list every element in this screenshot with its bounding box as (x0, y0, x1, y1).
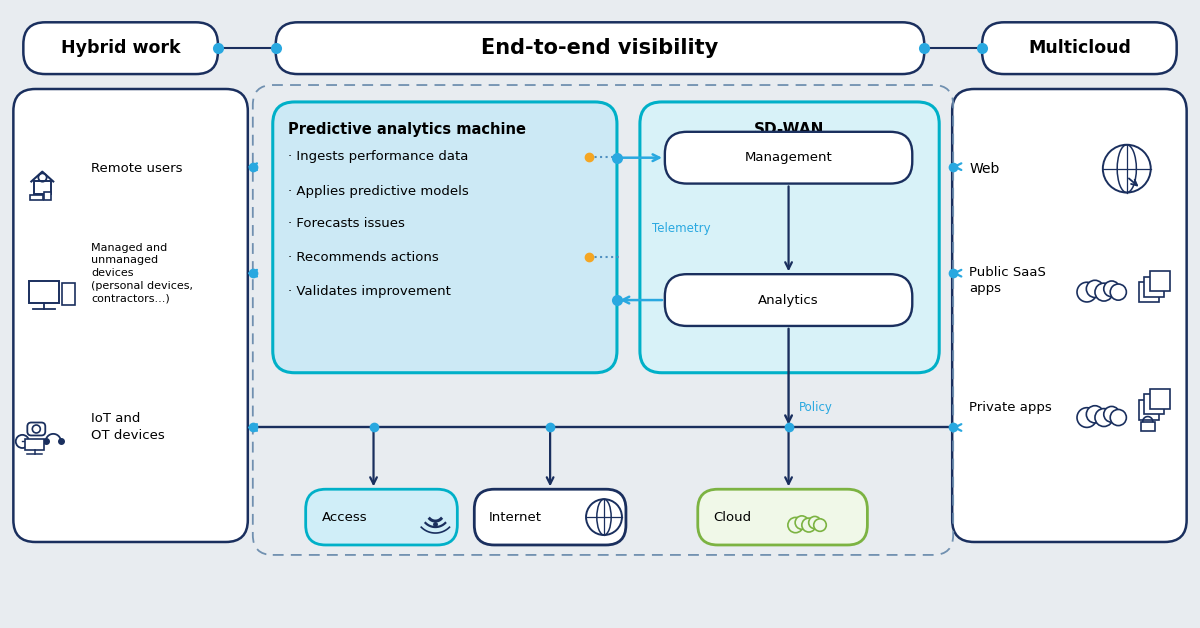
Text: Policy: Policy (798, 401, 833, 414)
Text: End-to-end visibility: End-to-end visibility (481, 38, 719, 58)
FancyBboxPatch shape (13, 89, 248, 542)
Text: Hybrid work: Hybrid work (61, 39, 180, 57)
FancyBboxPatch shape (29, 281, 59, 303)
FancyBboxPatch shape (982, 23, 1177, 74)
Text: SD-WAN: SD-WAN (755, 122, 824, 137)
Text: Private apps: Private apps (970, 401, 1052, 414)
Circle shape (1086, 406, 1104, 423)
FancyBboxPatch shape (1150, 271, 1170, 291)
FancyBboxPatch shape (1139, 399, 1159, 420)
Circle shape (814, 519, 827, 531)
FancyBboxPatch shape (665, 132, 912, 183)
Circle shape (1094, 283, 1112, 301)
FancyBboxPatch shape (34, 181, 52, 193)
FancyBboxPatch shape (697, 489, 868, 545)
FancyBboxPatch shape (1145, 277, 1164, 296)
FancyBboxPatch shape (665, 274, 912, 326)
FancyBboxPatch shape (1150, 389, 1170, 409)
Circle shape (1110, 409, 1127, 426)
Text: · Applies predictive models: · Applies predictive models (288, 185, 468, 198)
Text: · Recommends actions: · Recommends actions (288, 251, 438, 264)
FancyBboxPatch shape (306, 489, 457, 545)
FancyBboxPatch shape (23, 23, 218, 74)
Circle shape (802, 518, 816, 532)
Text: Multicloud: Multicloud (1028, 39, 1130, 57)
FancyBboxPatch shape (474, 489, 626, 545)
Circle shape (1110, 284, 1127, 300)
FancyBboxPatch shape (1141, 421, 1154, 431)
FancyBboxPatch shape (1139, 282, 1159, 302)
Text: Cloud: Cloud (714, 511, 752, 524)
FancyBboxPatch shape (272, 102, 617, 373)
Text: Internet: Internet (488, 511, 541, 524)
Text: Remote users: Remote users (91, 162, 182, 175)
Text: Access: Access (322, 511, 367, 524)
FancyBboxPatch shape (62, 283, 76, 305)
Text: Management: Management (745, 151, 833, 164)
Text: IoT and
OT devices: IoT and OT devices (91, 413, 164, 443)
FancyBboxPatch shape (30, 195, 43, 200)
Circle shape (788, 517, 803, 533)
Circle shape (1086, 280, 1104, 298)
Text: Public SaaS
apps: Public SaaS apps (970, 266, 1046, 295)
FancyBboxPatch shape (952, 89, 1187, 542)
Circle shape (796, 516, 809, 529)
Text: Web: Web (970, 161, 1000, 176)
Circle shape (1104, 406, 1120, 422)
Text: Predictive analytics machine: Predictive analytics machine (288, 122, 526, 137)
Text: · Validates improvement: · Validates improvement (288, 284, 450, 298)
Circle shape (1104, 281, 1120, 297)
FancyBboxPatch shape (276, 23, 924, 74)
FancyBboxPatch shape (640, 102, 940, 373)
Circle shape (1094, 409, 1112, 426)
Text: Telemetry: Telemetry (652, 222, 710, 236)
FancyBboxPatch shape (1145, 394, 1164, 414)
FancyBboxPatch shape (44, 192, 50, 200)
Text: · Forecasts issues: · Forecasts issues (288, 217, 404, 230)
Text: Analytics: Analytics (758, 293, 818, 306)
Text: · Ingests performance data: · Ingests performance data (288, 150, 468, 163)
Circle shape (809, 516, 821, 529)
Circle shape (1076, 408, 1097, 428)
Text: Managed and
unmanaged
devices
(personal devices,
contractors...): Managed and unmanaged devices (personal … (91, 242, 193, 304)
Circle shape (1076, 282, 1097, 302)
FancyBboxPatch shape (25, 440, 44, 450)
FancyBboxPatch shape (28, 423, 46, 435)
